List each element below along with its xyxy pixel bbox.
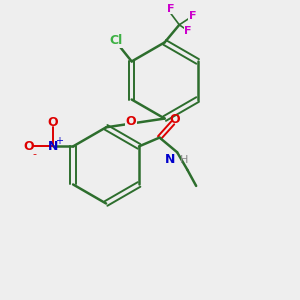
Text: F: F (167, 4, 174, 14)
Text: -: - (32, 149, 36, 159)
Text: O: O (47, 116, 58, 129)
Text: Cl: Cl (109, 34, 122, 47)
Text: F: F (184, 26, 192, 36)
Text: H: H (179, 155, 188, 165)
Text: O: O (23, 140, 34, 153)
Text: O: O (170, 113, 180, 126)
Text: +: + (55, 136, 63, 146)
Text: O: O (126, 115, 136, 128)
Text: N: N (165, 153, 176, 166)
Text: F: F (189, 11, 196, 21)
Text: N: N (47, 140, 58, 153)
